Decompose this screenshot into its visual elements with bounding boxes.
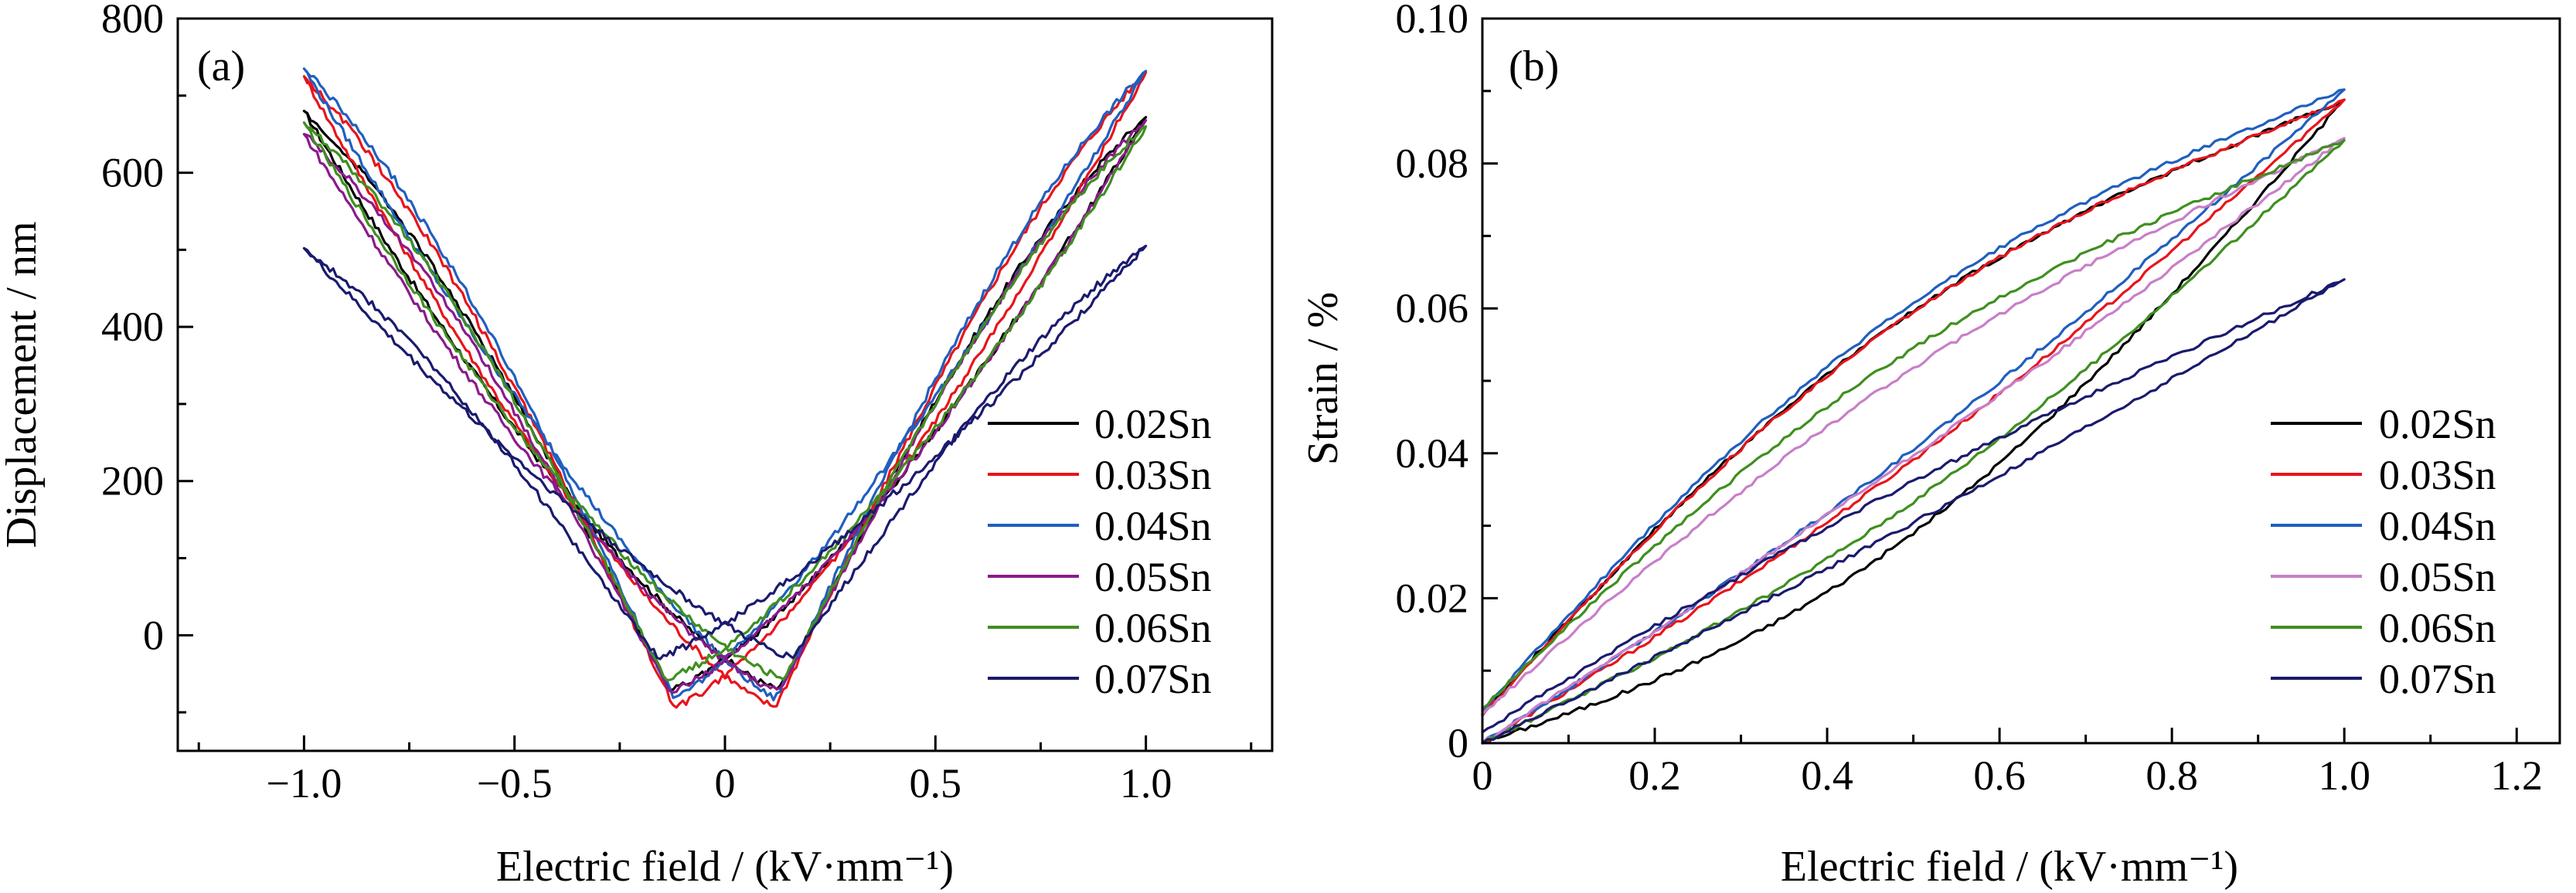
panel-a-displacement-chart: −1.0 −0.5 0 0.5 1.0 0 200 400 600 800 (a) Electri… [0, 0, 1274, 891]
panel-a-plot-frame [176, 17, 1274, 752]
panel-a-ticks: −1.0 −0.5 0 0.5 1.0 0 200 400 600 800 [101, 0, 1253, 806]
panel-a-y-tick-label: 0 [143, 612, 164, 658]
panel-a-legend-label-0-05sn: 0.05Sn [1094, 554, 1212, 600]
panel-b-y-tick-label: 0.06 [1396, 285, 1469, 331]
panel-a-series-0-03sn [302, 71, 1148, 709]
panel-a-x-tick-label: 1.0 [1120, 760, 1172, 806]
panel-a-legend-label-0-04sn: 0.04Sn [1094, 503, 1212, 549]
panel-b-x-tick-label: 0.2 [1628, 752, 1681, 799]
panel-a-x-axis-title: Electric field / (kV·mm⁻¹) [496, 843, 954, 891]
panel-b-strain-chart: 0 0.2 0.4 0.6 0.8 1.0 1.2 0 0.02 0.04 0.06 0.08 0.10… [1299, 0, 2561, 891]
panel-a-y-tick-label: 200 [101, 458, 164, 504]
panel-b-y-axis-title: Strain / % [1299, 292, 1347, 465]
panel-a-series-0-06sn [302, 121, 1148, 681]
panel-b-y-tick-label: 0.08 [1396, 141, 1469, 187]
panel-b-series-0-04sn [1481, 88, 2346, 745]
panel-a-series-0-05sn [302, 119, 1148, 694]
panel-a-legend-label-0-07sn: 0.07Sn [1094, 656, 1212, 702]
panel-b-legend-label-0-06sn: 0.06Sn [2379, 605, 2496, 651]
panel-a-x-tick-label: 0 [715, 760, 736, 806]
panel-b-series-0-06sn [1481, 139, 2346, 745]
panel-a-series-0-04sn [302, 67, 1148, 701]
panel-a-y-tick-label: 400 [101, 304, 164, 350]
panel-a-y-axis-title: Displacement / nm [0, 221, 46, 548]
panel-a-legend-label-0-02sn: 0.02Sn [1094, 401, 1212, 447]
panel-b-y-tick-label: 0.02 [1396, 575, 1469, 621]
panel-b-plot-frame [1481, 17, 2561, 745]
panel-a-x-tick-label: −0.5 [477, 760, 553, 806]
panel-b-legend: 0.02Sn 0.03Sn 0.04Sn 0.05Sn 0.06Sn 0.07Sn [2271, 401, 2496, 702]
panel-a-legend: 0.02Sn 0.03Sn 0.04Sn 0.05Sn 0.06Sn 0.07Sn [988, 401, 1212, 702]
panel-b-legend-label-0-07sn: 0.07Sn [2379, 656, 2496, 702]
panel-b-ticks: 0 0.2 0.4 0.6 0.8 1.0 1.2 0 0.02 0.04 0.06 0.08 0.10 [1396, 0, 2543, 799]
panel-a-x-tick-label: 0.5 [910, 760, 962, 806]
panel-b-x-tick-label: 1.0 [2318, 752, 2370, 799]
panel-b-legend-label-0-02sn: 0.02Sn [2379, 401, 2496, 447]
panel-b-series-0-03sn [1481, 98, 2346, 745]
panel-b-x-tick-label: 1.2 [2490, 752, 2543, 799]
panel-b-label: (b) [1509, 42, 1559, 90]
panel-b-series-0-07sn [1481, 278, 2346, 745]
panel-a-y-tick-label: 800 [101, 0, 164, 42]
panel-a-series-0-02sn [302, 110, 1148, 691]
panel-b-x-tick-label: 0 [1472, 752, 1493, 799]
panel-b-legend-label-0-04sn: 0.04Sn [2379, 503, 2496, 549]
panel-b-series-0-02sn [1481, 98, 2346, 745]
panel-b-y-tick-label: 0.04 [1396, 430, 1469, 477]
panel-a-series-0-07sn [302, 244, 1148, 660]
panel-a-x-tick-label: −1.0 [266, 760, 342, 806]
panel-b-legend-label-0-05sn: 0.05Sn [2379, 554, 2496, 600]
panel-a-label: (a) [197, 42, 245, 90]
panel-b-y-tick-label: 0.10 [1396, 0, 1469, 42]
panel-b-x-tick-label: 0.4 [1801, 752, 1853, 799]
panel-a-legend-label-0-03sn: 0.03Sn [1094, 452, 1212, 498]
panel-a-curves [302, 67, 1148, 709]
panel-a-y-tick-label: 600 [101, 150, 164, 196]
panel-b-series-0-05sn [1481, 137, 2346, 745]
panel-b-x-axis-title: Electric field / (kV·mm⁻¹) [1781, 843, 2238, 891]
panel-b-x-tick-label: 0.6 [1973, 752, 2026, 799]
panel-b-legend-label-0-03sn: 0.03Sn [2379, 452, 2496, 498]
panel-a-legend-label-0-06sn: 0.06Sn [1094, 605, 1212, 651]
panel-b-x-tick-label: 0.8 [2146, 752, 2198, 799]
panel-b-curves [1481, 88, 2346, 745]
panel-b-y-tick-label: 0 [1448, 720, 1468, 766]
